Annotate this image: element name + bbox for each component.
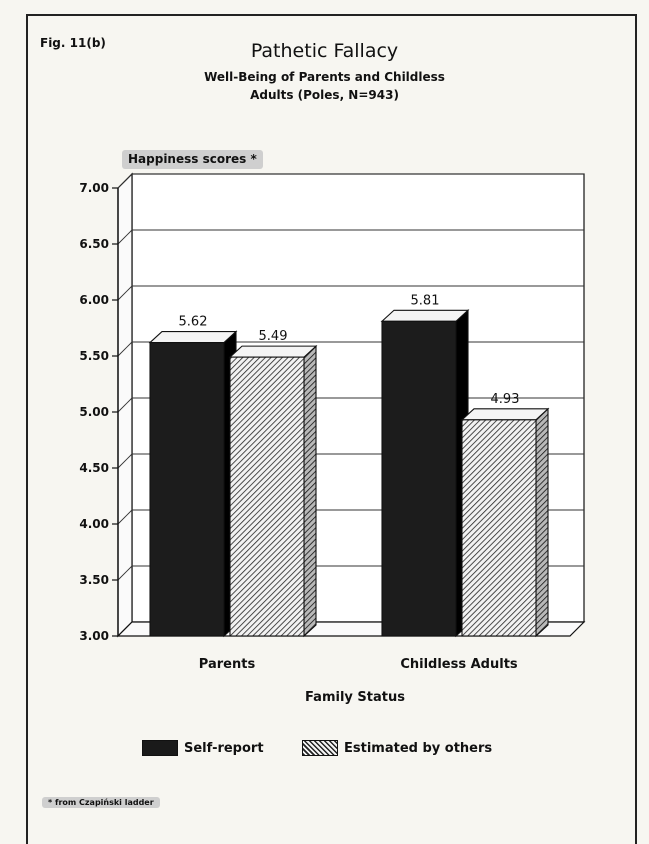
y-tick-label: 5.00	[79, 405, 109, 419]
bar-value-label: 5.62	[179, 315, 208, 330]
chart-title: Pathetic Fallacy	[250, 40, 399, 62]
y-tick-label: 3.00	[79, 629, 109, 643]
bar-side	[303, 344, 317, 638]
legend-label-estimated: Estimated by others	[344, 741, 493, 756]
legend-label-self-report: Self-report	[184, 741, 264, 756]
gridline-side	[117, 341, 133, 357]
footnote: * from Czapiński ladder	[42, 797, 160, 808]
bar	[381, 320, 457, 637]
legend-swatch-hatched	[302, 740, 338, 756]
y-tick-label: 5.50	[79, 349, 109, 363]
bar-value-label: 5.49	[259, 329, 288, 344]
y-tick-label: 6.00	[79, 293, 109, 307]
chart-subtitle: Well-Being of Parents and Childless Adul…	[0, 68, 649, 104]
bar-top	[380, 309, 470, 322]
bar-value-label: 4.93	[491, 392, 520, 407]
gridline-side	[117, 285, 133, 301]
figure-frame	[26, 14, 637, 844]
bar	[461, 419, 537, 637]
bar	[149, 342, 225, 637]
chart-subtitle-line-1: Well-Being of Parents and Childless	[204, 70, 445, 84]
chart-subtitle-line-2: Adults (Poles, N=943)	[250, 88, 399, 102]
bar-top	[228, 345, 318, 358]
gridline-side	[117, 229, 133, 245]
gridline-side	[117, 453, 133, 469]
y-tick-label: 4.00	[79, 517, 109, 531]
bar	[229, 356, 305, 637]
figure-label: Fig. 11(b)	[40, 36, 106, 50]
bar-value-label: 5.81	[411, 293, 440, 308]
y-tick-label: 4.50	[79, 461, 109, 475]
legend-swatch-solid	[142, 740, 178, 756]
x-tick-label: Childless Adults	[400, 657, 518, 672]
gridline-side	[117, 173, 133, 189]
y-tick-label: 6.50	[79, 237, 109, 251]
y-tick-label: 3.50	[79, 573, 109, 587]
x-tick-label: Parents	[199, 657, 256, 672]
bar-top	[148, 331, 238, 344]
y-axis-label: Happiness scores *	[122, 150, 263, 169]
bar-side	[535, 407, 549, 638]
gridline-side	[117, 397, 133, 413]
y-tick-label: 7.00	[79, 181, 109, 195]
x-axis-label: Family Status	[305, 690, 405, 705]
gridline-side	[117, 509, 133, 525]
bar-top	[460, 408, 550, 421]
gridline-side	[117, 565, 133, 581]
